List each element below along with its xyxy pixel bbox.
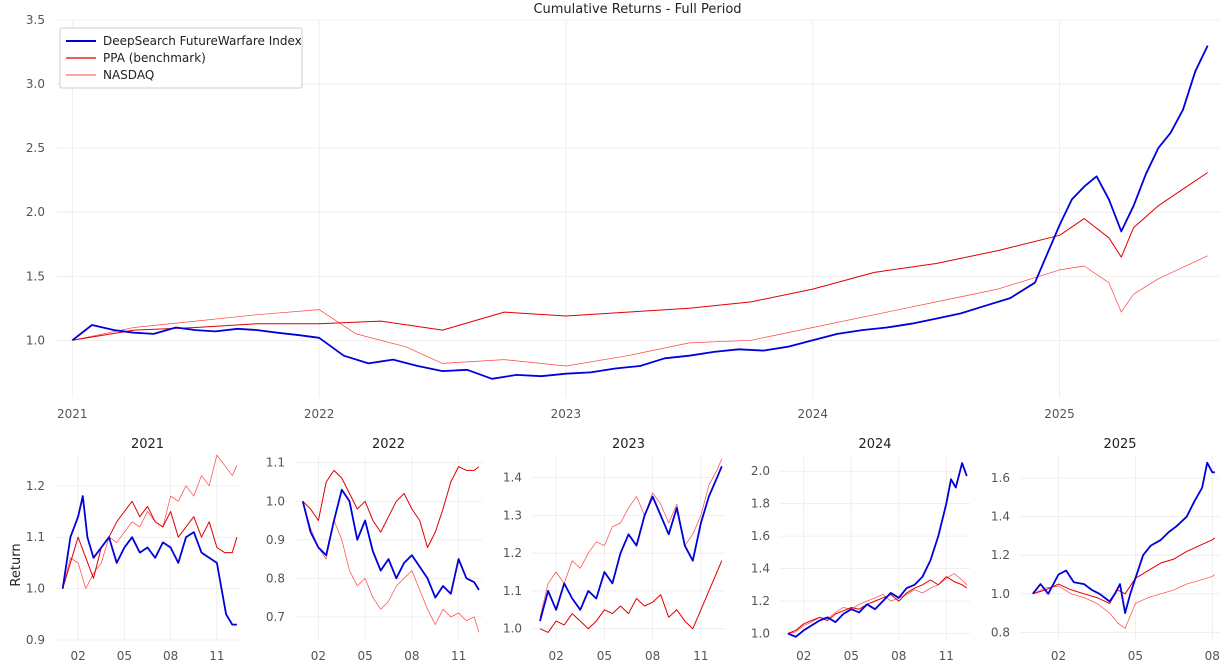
x-tick-label: 05: [117, 649, 132, 663]
x-tick-label: 2022: [304, 407, 335, 421]
chart-panel-2021: 2021 0.9 1.0 1.1 1.2 02 05 08 11: [26, 437, 240, 663]
series-line-nasdaq: [539, 458, 723, 618]
x-tick-label: 08: [645, 649, 660, 663]
x-tick-label: 02: [796, 649, 811, 663]
series-line-deepsearch-futurewarfare-index: [71, 45, 1209, 380]
x-tick-label: 02: [1051, 649, 1066, 663]
series-line-nasdaq: [72, 255, 1208, 367]
x-tick-label: 05: [597, 649, 612, 663]
x-tick-label: 05: [1128, 649, 1143, 663]
y-tick-label: 1.0: [751, 627, 770, 641]
series-line-ppa-benchmark: [1032, 537, 1216, 604]
chart-panel-2025: 2025 0.8 1.0 1.2 1.4 1.6 02 05 08: [991, 437, 1220, 663]
x-tick-label: 05: [844, 649, 859, 663]
series-line-ppa-benchmark: [72, 172, 1208, 341]
y-tick-label: 0.7: [266, 610, 285, 624]
chart-title: 2024: [858, 437, 891, 452]
y-tick-label: 0.9: [266, 533, 285, 547]
y-tick-label: 1.4: [991, 510, 1010, 524]
chart-panel-2023: 2023 1.0 1.1 1.2 1.3 1.4 02 05 08 11: [503, 437, 725, 663]
y-tick-label: 2.0: [751, 464, 770, 478]
y-tick-label: 1.4: [503, 471, 522, 485]
chart-title: 2025: [1103, 437, 1136, 452]
series-line-ppa-benchmark: [62, 500, 238, 589]
chart-panel-2022: 2022 0.7 0.8 0.9 1.0 1.1 02 05 08 11: [266, 437, 482, 663]
chart-title: 2021: [131, 437, 164, 452]
y-tick-label: 1.0: [503, 622, 522, 636]
x-tick-label: 08: [404, 649, 419, 663]
x-tick-label: 11: [451, 649, 466, 663]
x-tick-label: 05: [357, 649, 372, 663]
x-tick-label: 02: [70, 649, 85, 663]
y-tick-label: 1.3: [503, 508, 522, 522]
y-tick-label: 0.8: [266, 571, 285, 585]
series-line-deepsearch-futurewarfare-index: [539, 465, 723, 622]
x-tick-label: 08: [891, 649, 906, 663]
y-tick-label: 1.6: [751, 529, 770, 543]
legend: DeepSearch FutureWarfare Index PPA (bench…: [59, 27, 303, 89]
y-tick-label: 2.5: [26, 141, 45, 155]
y-tick-label: 3.0: [26, 77, 45, 91]
series-line-deepsearch-futurewarfare-index: [787, 462, 968, 638]
x-tick-label: 08: [1205, 649, 1220, 663]
series-line-nasdaq: [62, 454, 238, 589]
series-line-ppa-benchmark: [302, 466, 480, 548]
y-tick-label: 1.0: [266, 494, 285, 508]
series-line-deepsearch-futurewarfare-index: [1032, 461, 1215, 614]
legend-label: DeepSearch FutureWarfare Index: [103, 34, 302, 48]
series-line-nasdaq: [1032, 574, 1216, 629]
series-line-deepsearch-futurewarfare-index: [301, 488, 480, 599]
y-tick-label: 1.0: [991, 587, 1010, 601]
x-tick-label: 11: [939, 649, 954, 663]
y-tick-label: 1.6: [991, 471, 1010, 485]
y-tick-label: 1.4: [751, 562, 770, 576]
legend-label: PPA (benchmark): [103, 51, 206, 65]
y-tick-label: 0.9: [26, 633, 45, 647]
legend-box: [59, 27, 303, 89]
y-tick-label: 1.2: [751, 594, 770, 608]
x-tick-label: 11: [209, 649, 224, 663]
chart-title: 2023: [612, 437, 645, 452]
y-tick-label: 1.2: [26, 479, 45, 493]
x-tick-label: 08: [163, 649, 178, 663]
y-tick-label: 1.2: [991, 548, 1010, 562]
series-line-deepsearch-futurewarfare-index: [61, 495, 237, 626]
y-tick-label: 2.0: [26, 205, 45, 219]
y-tick-label: 1.0: [26, 582, 45, 596]
y-tick-label: 1.5: [26, 269, 45, 283]
y-tick-label: 1.1: [26, 530, 45, 544]
series-line-ppa-benchmark: [539, 560, 723, 633]
series-line-ppa-benchmark: [787, 576, 968, 634]
y-tick-label: 3.5: [26, 13, 45, 27]
x-tick-label: 2021: [57, 407, 88, 421]
x-tick-label: 02: [311, 649, 326, 663]
x-tick-label: 2023: [551, 407, 582, 421]
chart-title: Cumulative Returns - Full Period: [533, 2, 741, 17]
y-tick-label: 1.2: [503, 546, 522, 560]
chart-panel-cumulative-returns---full-period: Cumulative Returns - Full Period 1.0 1.5 2.…: [26, 2, 1220, 421]
y-tick-label: 1.1: [503, 584, 522, 598]
legend-label: NASDAQ: [103, 68, 154, 82]
y-tick-label: 1.1: [266, 456, 285, 470]
shared-ylabel: Return: [9, 543, 24, 586]
chart-panel-2024: 2024 1.0 1.2 1.4 1.6 1.8 2.0 02 05 08 11: [751, 437, 970, 663]
y-tick-label: 0.8: [991, 625, 1010, 639]
x-tick-label: 2025: [1044, 407, 1075, 421]
y-tick-label: 1.0: [26, 333, 45, 347]
x-tick-label: 02: [548, 649, 563, 663]
x-tick-label: 2024: [797, 407, 828, 421]
y-tick-label: 1.8: [751, 497, 770, 511]
chart-title: 2022: [372, 437, 405, 452]
x-tick-label: 11: [693, 649, 708, 663]
